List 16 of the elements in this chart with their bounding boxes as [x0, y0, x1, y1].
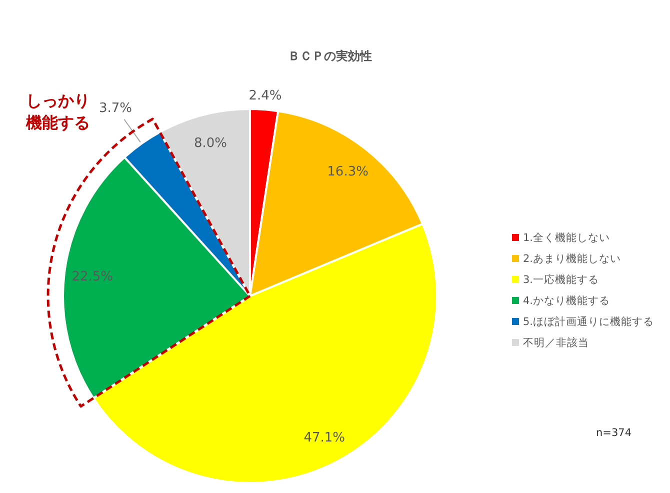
legend-label: 5.ほぼ計画通りに機能する [523, 315, 654, 328]
data-label: 47.1% [304, 430, 346, 446]
data-label: 16.3% [327, 164, 368, 180]
legend-label: 4.かなり機能する [523, 294, 610, 307]
legend-label: 3.一応機能する [523, 273, 600, 286]
data-label: 3.7% [98, 101, 132, 116]
data-label: 2.4% [248, 88, 282, 104]
data-label: 22.5% [72, 270, 114, 285]
text: n=374 [596, 427, 632, 439]
legend-label: 2.あまり機能しない [523, 252, 622, 265]
chart-title: ＢＣＰの実効性 [288, 49, 372, 63]
legend-label: 不明／非該当 [523, 336, 589, 349]
legend-label: 1.全く機能しない [523, 231, 610, 244]
data-label: 8.0% [194, 136, 227, 152]
text: しっかり [26, 91, 90, 110]
text: 機能する [25, 113, 90, 132]
